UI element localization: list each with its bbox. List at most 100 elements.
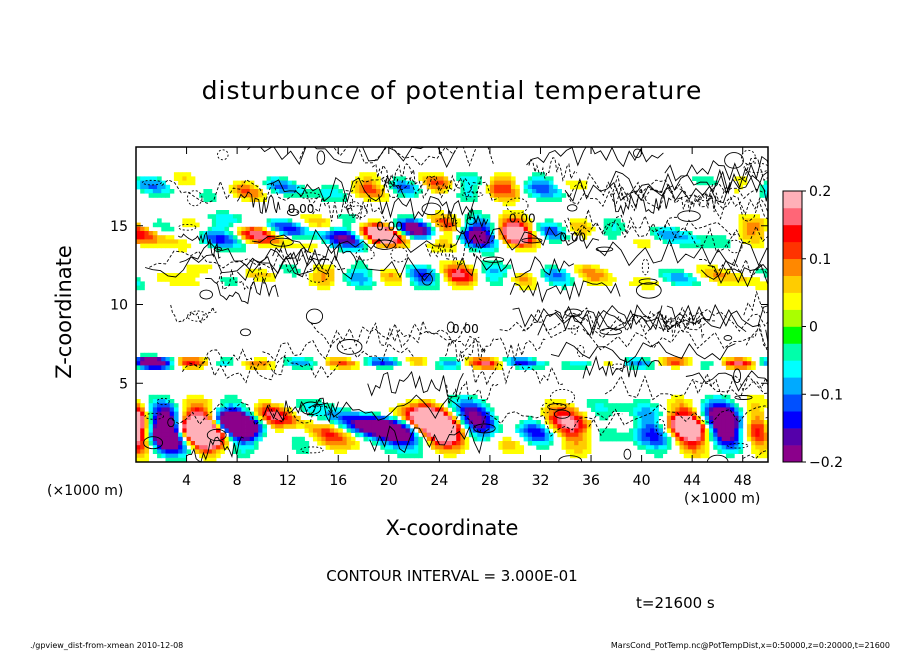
field-cell: [468, 411, 474, 417]
field-cell: [586, 264, 592, 270]
colorbar-swatch: [783, 191, 802, 209]
field-cell: [759, 285, 765, 291]
field-cell: [452, 415, 457, 421]
field-cell: [380, 415, 385, 421]
field-cell: [211, 193, 217, 198]
field-cell: [713, 394, 718, 400]
field-cell: [203, 264, 209, 270]
field-cell: [241, 415, 246, 421]
field-cell: [751, 428, 756, 433]
field-cell: [494, 184, 499, 190]
field-cell: [312, 273, 318, 278]
field-cell: [696, 268, 701, 274]
field-cell: [161, 273, 166, 278]
field-cell: [447, 357, 453, 362]
field-cell: [523, 218, 529, 223]
field-cell: [152, 428, 158, 433]
field-cell: [393, 415, 398, 421]
field-cell: [633, 399, 638, 404]
field-cell: [485, 407, 491, 412]
field-cell: [607, 226, 613, 232]
field-cell: [350, 264, 356, 270]
field-cell: [532, 361, 537, 366]
field-cell: [553, 268, 558, 274]
field-cell: [401, 424, 407, 429]
field-cell: [199, 399, 204, 404]
field-cell: [216, 441, 221, 446]
field-cell: [586, 449, 592, 454]
field-cell: [334, 357, 339, 362]
field-cell: [165, 189, 171, 194]
field-cell: [650, 420, 655, 425]
field-cell: [258, 243, 263, 249]
field-cell: [751, 415, 756, 421]
field-cell: [683, 407, 689, 412]
field-cell: [759, 184, 765, 190]
field-cell: [742, 277, 748, 282]
field-cell: [763, 424, 768, 429]
field-cell: [152, 407, 158, 412]
field-cell: [582, 361, 588, 366]
field-cell: [548, 180, 554, 186]
field-cell: [304, 243, 310, 249]
field-cell: [355, 365, 360, 370]
field-cell: [245, 436, 251, 442]
field-cell: [725, 428, 731, 433]
field-cell: [329, 243, 335, 249]
field-cell: [645, 281, 651, 286]
contour-labels: 0.000.000.000.000.00: [288, 202, 586, 336]
field-cell: [645, 277, 651, 282]
field-cell: [388, 277, 394, 282]
field-cell: [650, 428, 655, 433]
field-cell: [182, 218, 187, 223]
field-cell: [140, 415, 145, 421]
contour-ring: [178, 223, 197, 231]
colorbar-swatch: [783, 377, 802, 395]
field-cell: [380, 235, 385, 240]
field-cell: [414, 441, 419, 446]
field-cell: [721, 428, 727, 433]
field-cell: [384, 231, 390, 236]
colorbar-swatch: [783, 207, 802, 226]
field-cell: [338, 193, 343, 198]
field-cell: [595, 407, 600, 412]
field-cell: [371, 222, 377, 228]
field-cell: [696, 420, 701, 425]
contour-ring: [421, 273, 433, 286]
field-cell: [178, 453, 183, 459]
field-cell: [211, 432, 217, 438]
field-cell: [397, 176, 402, 181]
field-cell: [527, 193, 533, 198]
field-cell: [397, 218, 402, 223]
field-cell: [317, 235, 322, 240]
field-cell: [544, 226, 550, 232]
field-cell: [321, 281, 326, 286]
field-cell: [152, 436, 158, 442]
field-cell: [350, 445, 356, 450]
field-cell: [456, 268, 461, 274]
field-cell: [536, 193, 541, 198]
field-cell: [334, 441, 339, 446]
field-cell: [435, 432, 440, 438]
field-cell: [178, 457, 183, 462]
field-cell: [380, 441, 385, 446]
field-cell: [540, 407, 546, 412]
field-cell: [148, 357, 154, 362]
field-cell: [620, 222, 626, 228]
field-cell: [342, 445, 348, 450]
field-cell: [641, 239, 647, 244]
field-cell: [456, 277, 461, 282]
field-cell: [220, 361, 225, 366]
field-cell: [363, 193, 369, 198]
field-cell: [628, 281, 634, 286]
field-cell: [232, 424, 238, 429]
field-cell: [232, 218, 238, 223]
field-cell: [136, 180, 141, 186]
field-cell: [717, 394, 723, 400]
field-cell: [220, 218, 225, 223]
field-cell: [418, 268, 423, 274]
field-cell: [548, 193, 554, 198]
field-cell: [569, 449, 575, 454]
field-cell: [713, 445, 718, 450]
field-cell: [173, 432, 179, 438]
